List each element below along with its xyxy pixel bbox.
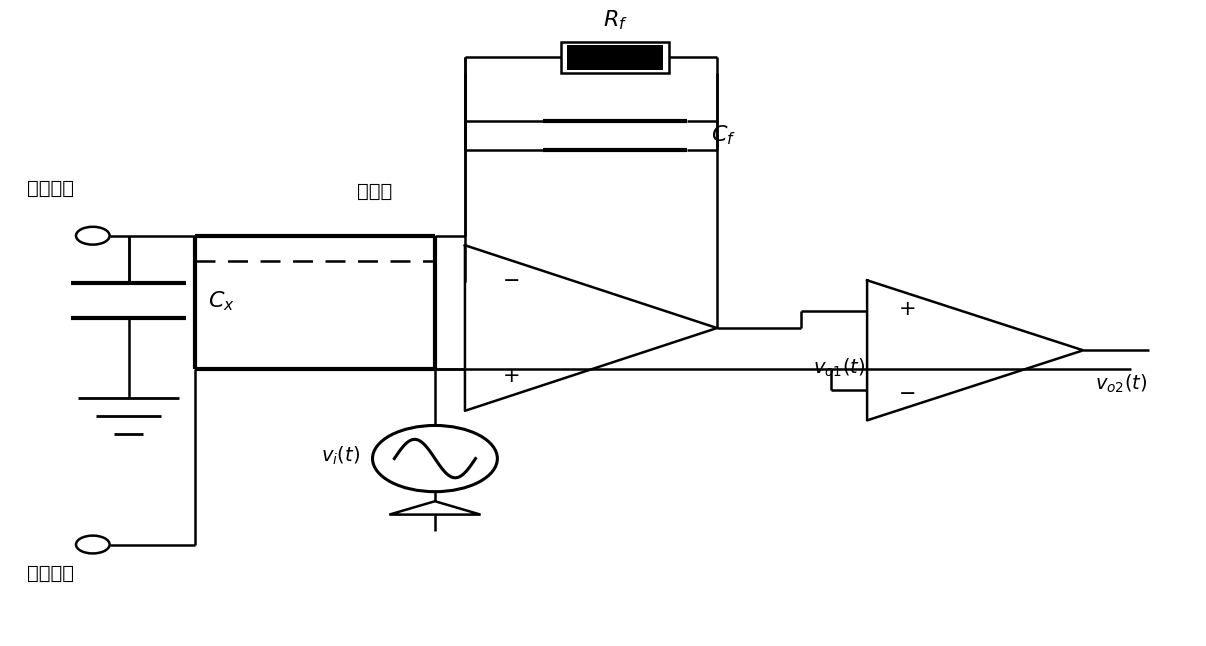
Text: $v_i(t)$: $v_i(t)$ [322, 444, 361, 466]
Text: $v_{o1}(t)$: $v_{o1}(t)$ [813, 357, 866, 379]
Text: 测量电极: 测量电极 [27, 178, 74, 198]
Polygon shape [390, 501, 480, 515]
Text: $-$: $-$ [898, 382, 915, 402]
Text: $R_f$: $R_f$ [603, 8, 627, 32]
Bar [561, 41, 669, 74]
Text: $C_f$: $C_f$ [712, 123, 736, 147]
Text: $-$: $-$ [502, 269, 520, 289]
Text: $C_x$: $C_x$ [209, 289, 235, 313]
Bar [567, 45, 663, 70]
Text: $v_{o2}(t)$: $v_{o2}(t)$ [1095, 373, 1148, 395]
Bar [561, 41, 669, 74]
Text: $+$: $+$ [898, 298, 915, 318]
Text: 保护电极: 保护电极 [27, 563, 74, 583]
Text: 屏蔽层: 屏蔽层 [357, 182, 392, 201]
Text: $+$: $+$ [502, 366, 520, 386]
